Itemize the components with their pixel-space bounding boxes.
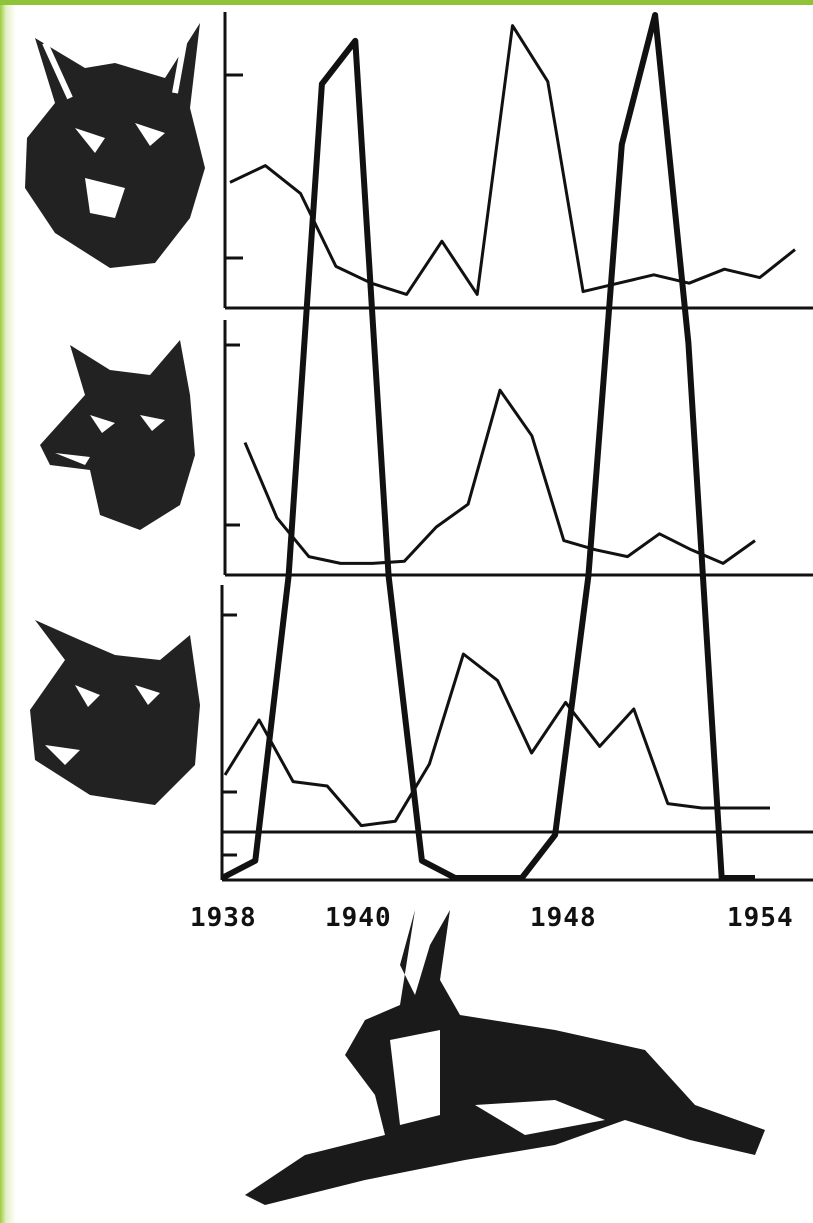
lynx-icon [25, 23, 205, 268]
fox-series-line [243, 388, 756, 565]
lynx-series-line [229, 24, 796, 296]
y-axis-panel-1 [223, 12, 243, 308]
accent-bar [0, 0, 813, 5]
x-tick-label-1954: 1954 [727, 903, 794, 933]
y-axis-panel-3 [220, 585, 237, 880]
x-tick-label-1948: 1948 [530, 903, 597, 933]
fox-icon [40, 340, 195, 530]
y-axis-panel-2 [223, 320, 240, 575]
wolf-series-line [223, 652, 770, 828]
hare-series-line [220, 12, 755, 881]
hare-icon [245, 910, 765, 1205]
x-tick-label-1940: 1940 [325, 903, 392, 933]
wolf-icon [30, 620, 200, 805]
x-tick-label-1938: 1938 [190, 903, 257, 933]
